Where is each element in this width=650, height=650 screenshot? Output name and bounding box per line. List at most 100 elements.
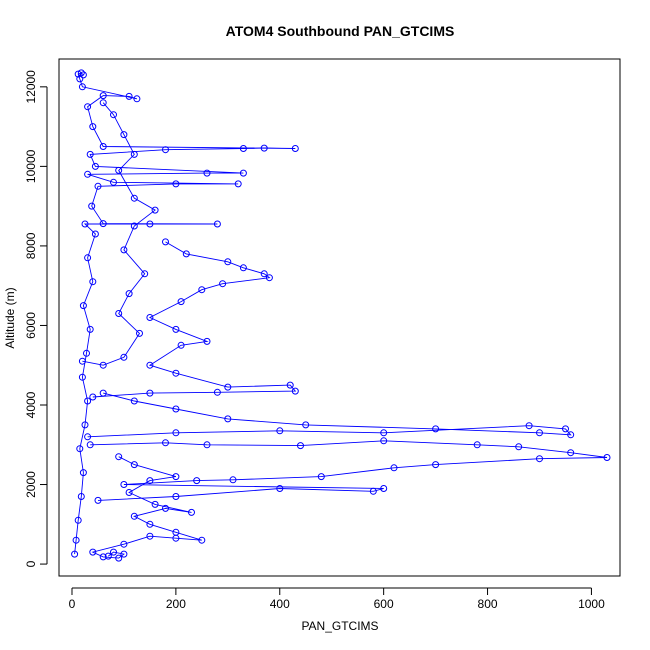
data-point: [291, 387, 299, 395]
data-point: [239, 145, 247, 152]
data-point: [79, 302, 87, 310]
data-point: [198, 286, 206, 294]
data-point: [91, 162, 99, 170]
data-point: [525, 422, 533, 430]
data-point: [219, 280, 227, 288]
data-point: [369, 487, 377, 495]
series-line: [87, 392, 572, 438]
series-line: [82, 102, 156, 366]
data-point: [390, 464, 398, 472]
data-point: [203, 169, 211, 177]
y-tick-label: 6000: [24, 312, 38, 339]
data-point: [182, 250, 190, 258]
data-point: [239, 169, 247, 177]
data-point: [536, 429, 543, 437]
data-point: [99, 99, 107, 107]
data-point: [120, 540, 128, 548]
x-tick-label: 800: [478, 597, 498, 611]
data-point: [286, 381, 294, 389]
data-point: [203, 337, 211, 345]
data-point: [81, 220, 89, 228]
data-point: [172, 528, 180, 536]
data-point: [146, 220, 154, 228]
data-point: [83, 349, 90, 357]
data-point: [89, 393, 97, 401]
data-point: [74, 70, 82, 78]
data-point: [291, 145, 299, 152]
data-point: [224, 258, 232, 266]
data-point: [130, 194, 138, 202]
data-point: [567, 449, 575, 457]
data-point: [473, 441, 481, 449]
data-point: [79, 469, 87, 477]
data-point: [146, 389, 154, 397]
data-point: [84, 433, 92, 441]
data-point: [136, 329, 143, 337]
data-point: [84, 397, 92, 405]
data-point: [151, 206, 159, 214]
data-point: [84, 103, 92, 111]
x-axis: 0 200 400 600 800 1000: [69, 587, 605, 611]
x-axis-label: PAN_GTCIMS: [301, 619, 378, 633]
data-point: [297, 442, 304, 450]
data-point: [120, 481, 128, 488]
data-point: [130, 397, 138, 405]
data-point: [78, 357, 86, 365]
y-tick-label: 8000: [24, 232, 38, 259]
x-tick-label: 1000: [578, 597, 605, 611]
data-point: [265, 274, 273, 282]
data-point: [224, 383, 232, 391]
data-point: [562, 425, 569, 433]
y-tick-label: 10000: [24, 149, 38, 183]
y-axis-label: Altitude (m): [3, 287, 17, 348]
data-point: [432, 425, 440, 433]
data-point: [146, 520, 154, 528]
data-point: [99, 220, 107, 228]
data-point: [130, 150, 138, 158]
data-point: [120, 353, 128, 361]
data-point: [99, 92, 107, 100]
data-point: [120, 246, 128, 254]
data-point: [110, 548, 117, 556]
series-line: [74, 72, 296, 555]
data-point: [115, 310, 123, 317]
data-point: [99, 143, 107, 150]
data-point: [110, 178, 117, 186]
data-point: [72, 536, 80, 544]
series-line: [91, 456, 202, 559]
data-point: [172, 325, 180, 333]
data-point: [567, 431, 575, 439]
data-point: [603, 454, 611, 461]
data-point: [213, 220, 221, 228]
y-tick-label: 12000: [24, 70, 38, 104]
y-axis: 0 2000 4000 6000 8000 10000 12000: [24, 70, 48, 567]
data-point: [302, 421, 310, 429]
data-point: [151, 500, 159, 508]
data-point: [198, 536, 206, 544]
data-point: [172, 493, 180, 500]
data-point: [133, 95, 141, 103]
data-point: [177, 341, 185, 349]
data-point: [146, 314, 154, 321]
data-point: [86, 150, 94, 158]
data-point: [115, 166, 123, 174]
data-point: [380, 485, 388, 492]
data-point: [84, 170, 92, 178]
data-point: [276, 485, 284, 492]
data-point: [146, 532, 154, 540]
data-point: [162, 238, 169, 246]
data-point: [380, 437, 388, 445]
data-point: [120, 550, 128, 558]
x-tick-label: 0: [69, 597, 76, 611]
data-point: [130, 222, 138, 230]
data-point: [146, 361, 154, 369]
data-point: [260, 144, 268, 152]
data-point: [146, 477, 154, 485]
data-point: [86, 325, 94, 333]
data-point: [193, 477, 201, 485]
data-point: [515, 443, 523, 451]
x-tick-label: 600: [374, 597, 394, 611]
data-point: [432, 461, 440, 469]
data-point: [536, 455, 543, 463]
